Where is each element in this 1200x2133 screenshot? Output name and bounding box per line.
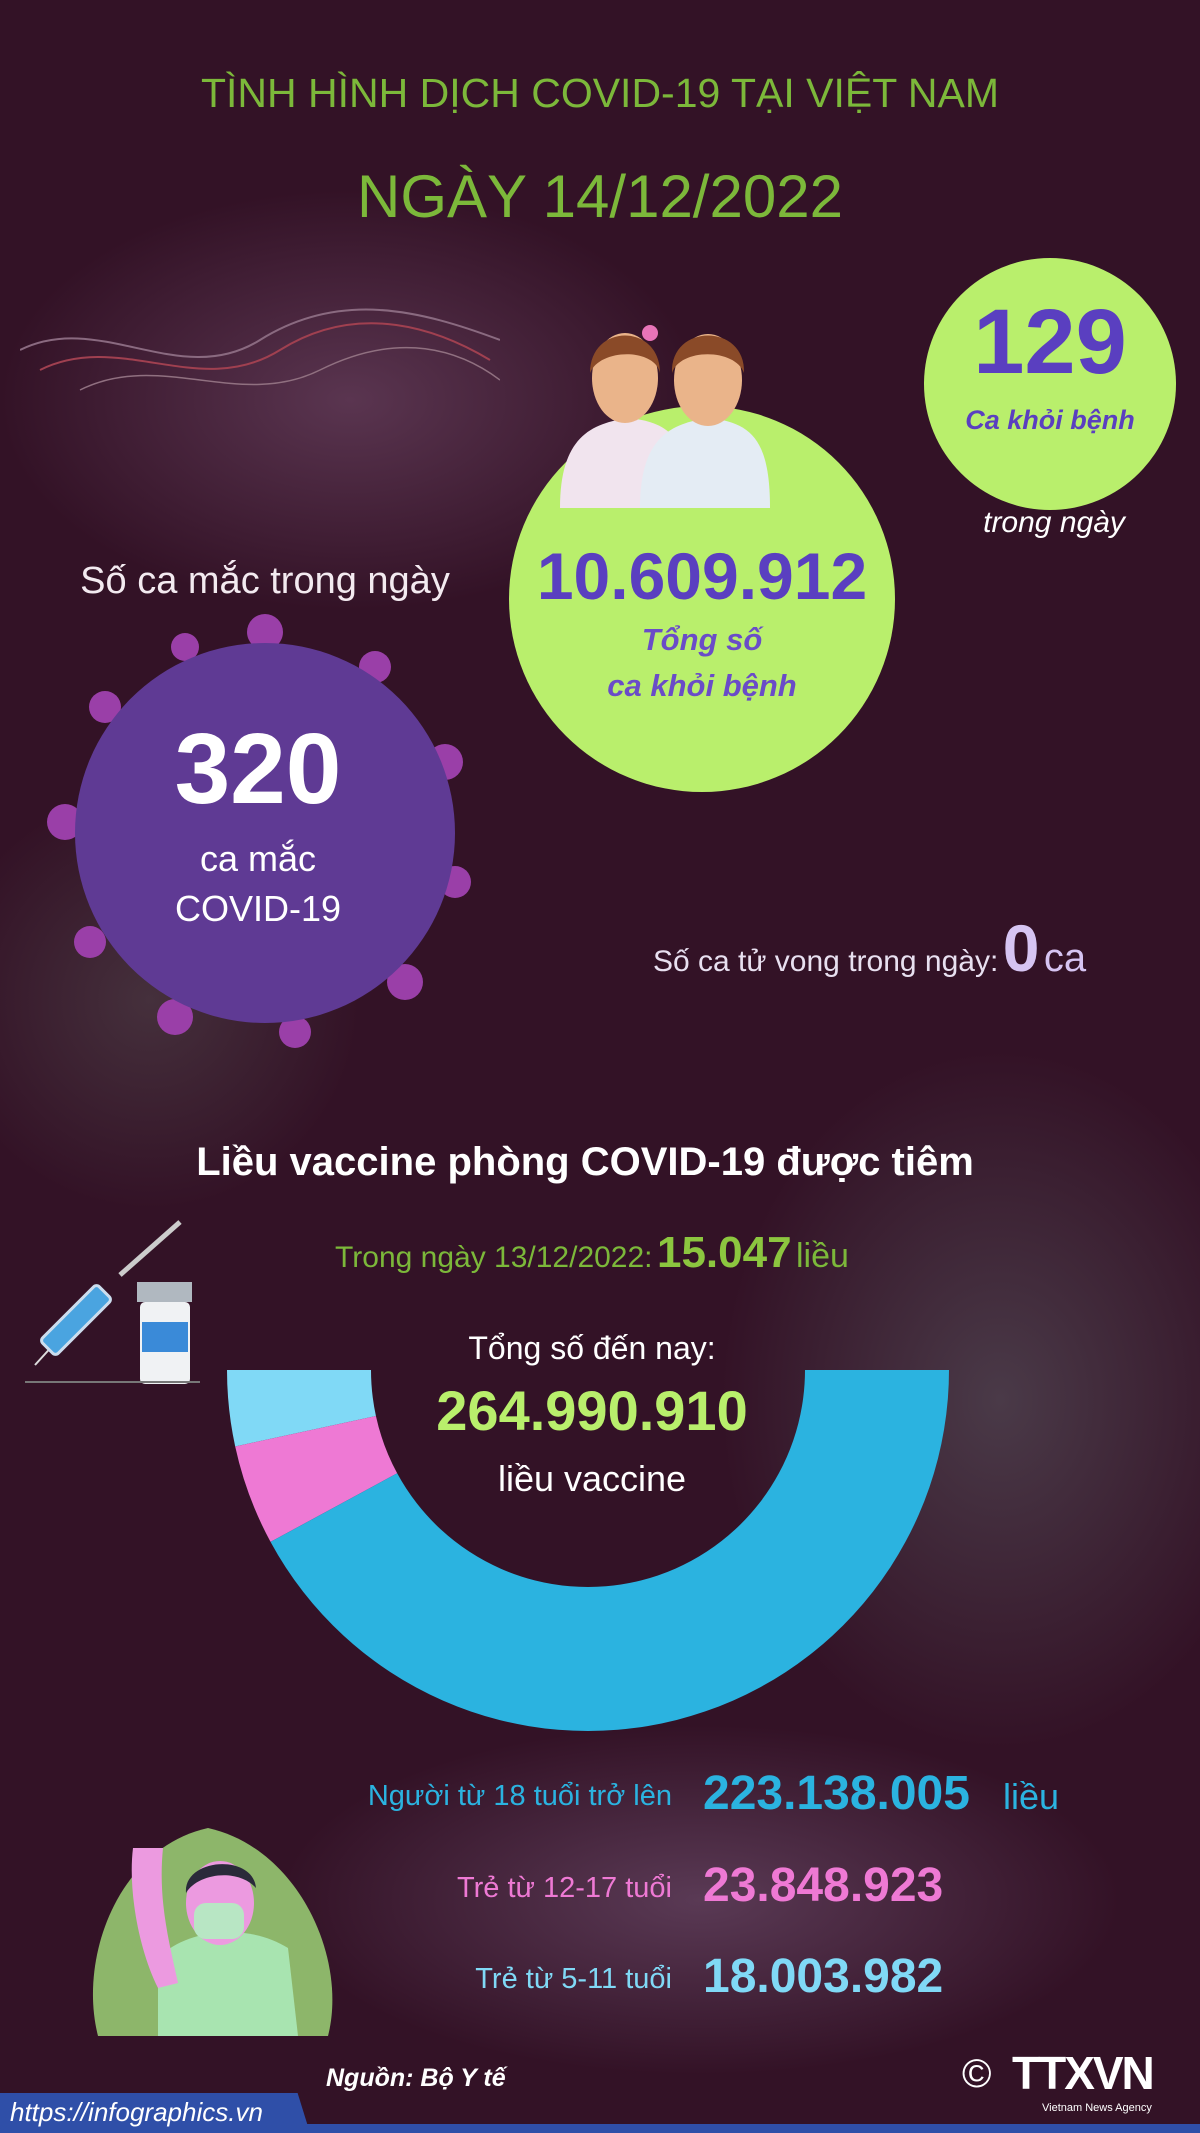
breakdown-label: Người từ 18 tuổi trở lên [367, 1780, 672, 1812]
segment-adults [270, 1370, 949, 1731]
ttxvn-logo: TTXVN [1012, 2047, 1155, 2099]
vaccine-total-unit: liều vaccine [497, 1458, 687, 1499]
source-note: Nguồn: Bộ Y tế [326, 2064, 506, 2092]
breakdown-value: 223.138.005 [703, 1767, 970, 1820]
patients-icon [560, 325, 770, 508]
cases-heading: Số ca mắc trong ngày [80, 560, 450, 602]
daily-recovered-circle [924, 258, 1176, 510]
cases-label-1: ca mắc [199, 838, 317, 879]
total-recovered-label-1: Tổng số [641, 622, 763, 657]
daily-recovered-suffix: trong ngày [983, 506, 1125, 539]
total-recovered-label-2: ca khỏi bệnh [607, 668, 797, 703]
page-title: TÌNH HÌNH DỊCH COVID-19 TẠI VIỆT NAM [200, 70, 1000, 116]
segment-5-11 [227, 1370, 376, 1447]
virus-icon [47, 614, 471, 1048]
deaths-label: Số ca tử vong trong ngày: [653, 945, 999, 978]
breakdown-unit: liều [1003, 1776, 1060, 1817]
footer-bar [0, 2124, 1200, 2133]
segment-12-17 [235, 1415, 398, 1542]
deaths-unit: ca [1043, 936, 1087, 980]
daily-recovered-label: Ca khỏi bệnh [965, 405, 1135, 435]
daily-recovered-value: 129 [973, 291, 1127, 393]
total-recovered-value: 10.609.912 [536, 539, 868, 613]
vaccine-total-value: 264.990.910 [436, 1379, 748, 1442]
breakdown-value: 23.848.923 [703, 1859, 944, 1912]
deaths-value: 0 [1002, 911, 1040, 985]
website-link[interactable]: https://infographics.vn [10, 2097, 263, 2127]
vaccine-total-label: Tổng số đến nay: [468, 1330, 716, 1366]
deaths-line: Số ca tử vong trong ngày: 0 ca [653, 910, 1086, 986]
vaccine-heading: Liều vaccine phòng COVID-19 được tiêm [196, 1140, 974, 1184]
syringe-vial-icon [25, 1220, 200, 1384]
vaccine-daily-unit: liều [796, 1237, 849, 1275]
copyright-symbol: © [962, 2052, 992, 2096]
breakdown-label: Trẻ từ 5-11 tuổi [475, 1963, 672, 1995]
wave-lines-decoration [20, 308, 500, 391]
vaccinated-person-illustration [92, 1828, 333, 2036]
breakdown-label: Trẻ từ 12-17 tuổi [457, 1872, 672, 1904]
vaccine-daily-label: Trong ngày 13/12/2022: [335, 1241, 653, 1274]
ttxvn-logo-subtitle: Vietnam News Agency [1042, 2102, 1152, 2114]
vaccine-daily-line: Trong ngày 13/12/2022: 15.047 liều [335, 1228, 849, 1278]
page-date: NGÀY 14/12/2022 [357, 163, 843, 230]
cases-label-2: COVID-19 [174, 888, 342, 929]
breakdown-value: 18.003.982 [703, 1950, 944, 2003]
vaccine-daily-value: 15.047 [656, 1228, 792, 1277]
cases-value: 320 [174, 713, 342, 825]
